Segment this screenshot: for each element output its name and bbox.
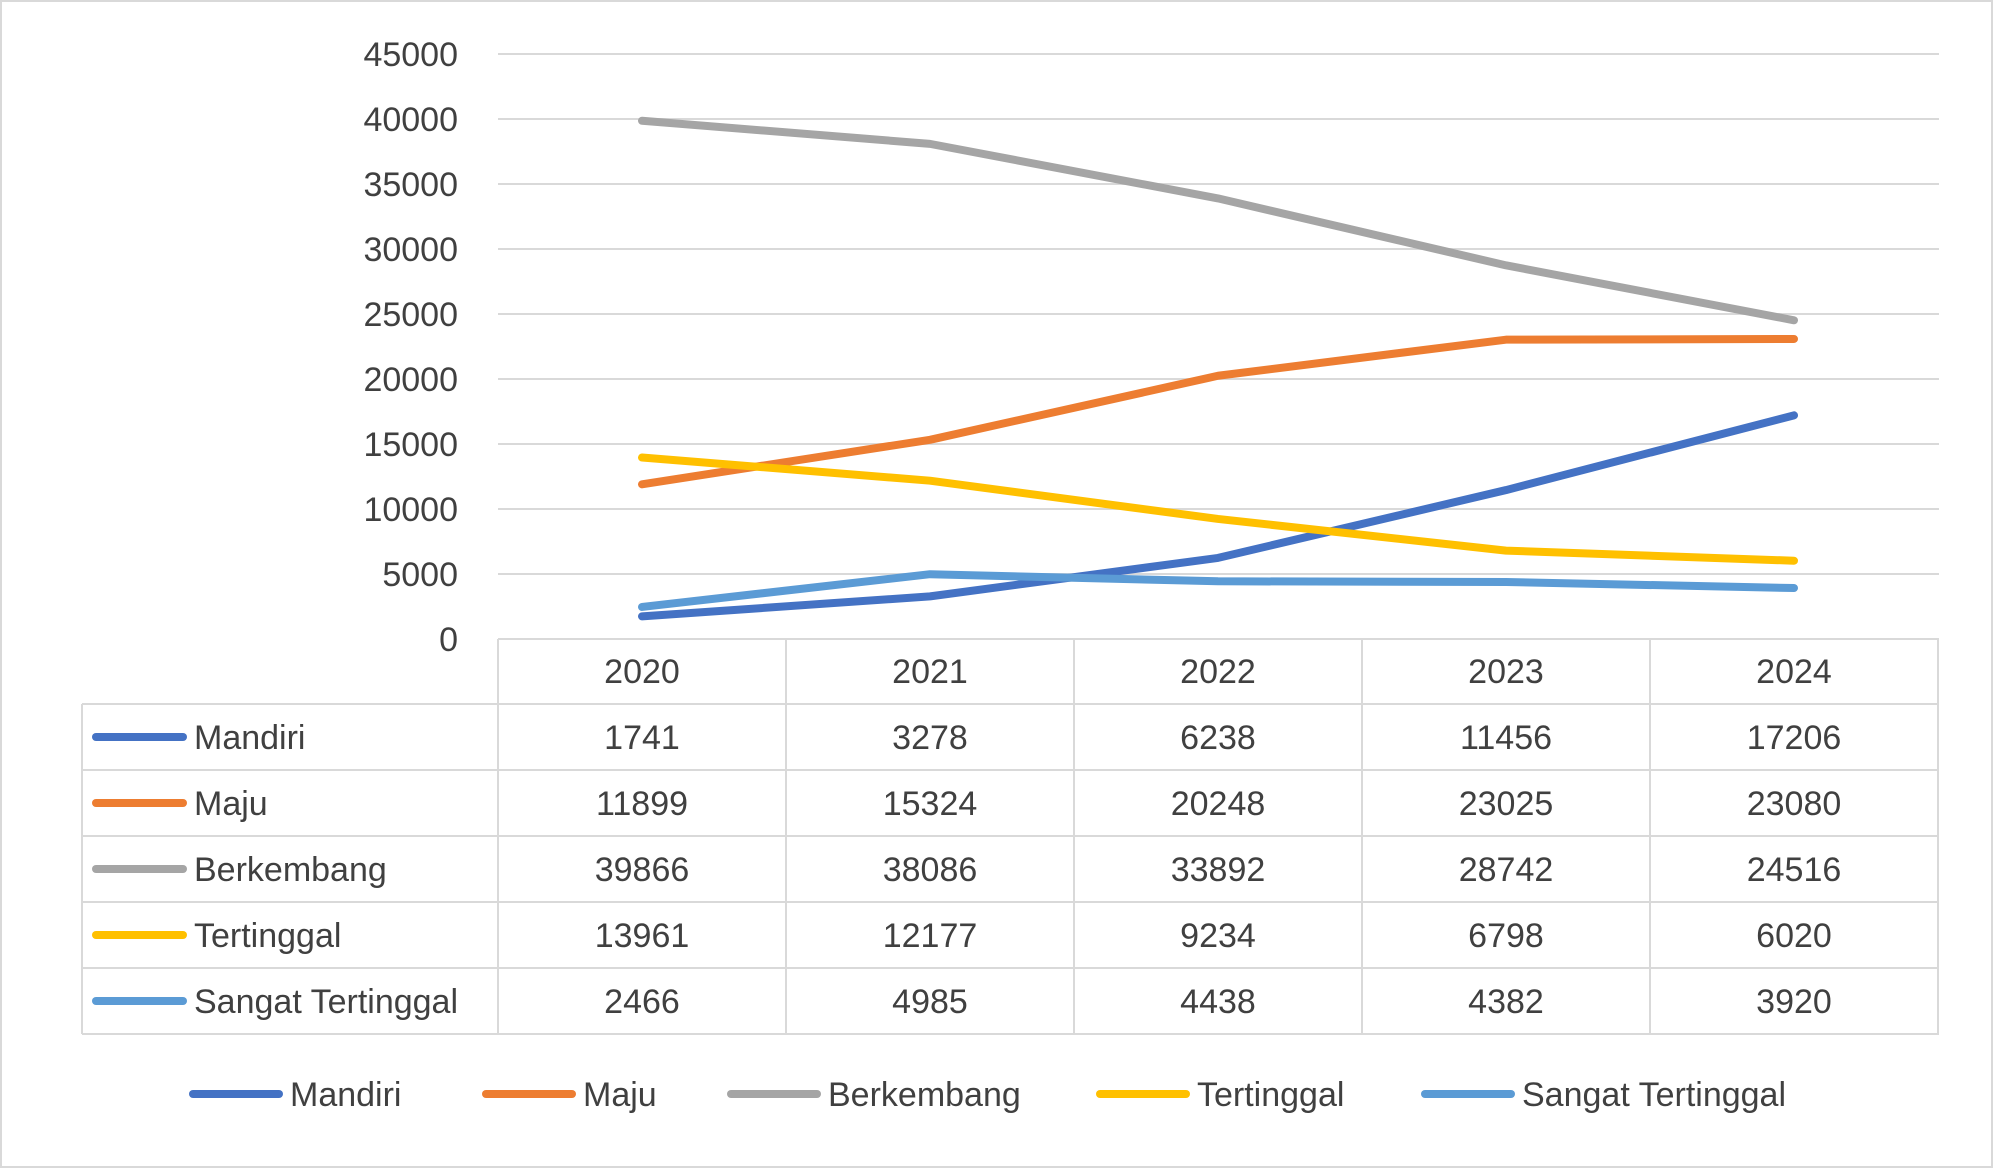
legend-label: Sangat Tertinggal bbox=[1522, 1076, 1786, 1114]
gridlines bbox=[498, 53, 1939, 575]
table-cell-value: 4382 bbox=[1468, 983, 1544, 1021]
y-axis: 0 5000 10000 15000 20000 25000 30000 35000 40000… bbox=[363, 36, 458, 659]
x-tick-label: 2020 bbox=[604, 653, 680, 691]
legend-label: Tertinggal bbox=[1197, 1076, 1344, 1114]
y-tick-label: 45000 bbox=[363, 36, 458, 74]
y-tick-label: 30000 bbox=[363, 231, 458, 269]
table-cell-value: 4438 bbox=[1180, 983, 1256, 1021]
table-cell-value: 12177 bbox=[883, 917, 978, 955]
y-tick-label: 0 bbox=[439, 621, 458, 659]
series-line-4 bbox=[638, 570, 1798, 611]
table-cell-value: 23080 bbox=[1747, 785, 1842, 823]
legend: Mandiri Maju Berkembang Tertinggal Sangat Te… bbox=[189, 1076, 1786, 1114]
x-tick-label: 2022 bbox=[1180, 653, 1256, 691]
legend-label: Maju bbox=[583, 1076, 657, 1114]
table-cell-value: 33892 bbox=[1171, 851, 1266, 889]
table-row-label: Mandiri bbox=[194, 719, 305, 757]
legend-label: Mandiri bbox=[290, 1076, 401, 1114]
table-row-label: Tertinggal bbox=[194, 917, 341, 955]
y-tick-label: 40000 bbox=[363, 101, 458, 139]
table-cell-value: 39866 bbox=[595, 851, 690, 889]
table-cell-value: 20248 bbox=[1171, 785, 1266, 823]
plot-area bbox=[638, 116, 1798, 621]
table-cell-value: 23025 bbox=[1459, 785, 1554, 823]
x-tick-label: 2024 bbox=[1756, 653, 1832, 691]
y-tick-label: 35000 bbox=[363, 166, 458, 204]
y-tick-label: 15000 bbox=[363, 426, 458, 464]
table-cell-value: 38086 bbox=[883, 851, 978, 889]
table-row-label: Sangat Tertinggal bbox=[194, 983, 458, 1021]
table-cell-value: 9234 bbox=[1180, 917, 1256, 955]
legend-label: Berkembang bbox=[828, 1076, 1021, 1114]
table-cell-value: 24516 bbox=[1747, 851, 1842, 889]
table-cell-value: 17206 bbox=[1747, 719, 1842, 757]
table-cell-value: 13961 bbox=[595, 917, 690, 955]
table-cell-value: 6238 bbox=[1180, 719, 1256, 757]
data-table: 2020 2021 2022 2023 2024 Mandiri 1741 3278 6238 1… bbox=[81, 638, 1939, 1035]
table-cell-value: 1741 bbox=[604, 719, 680, 757]
table-cell-value: 28742 bbox=[1459, 851, 1554, 889]
table-cell-value: 11899 bbox=[596, 785, 688, 823]
x-tick-label: 2023 bbox=[1468, 653, 1544, 691]
table-row-label: Maju bbox=[194, 785, 268, 823]
y-tick-label: 20000 bbox=[363, 361, 458, 399]
table-cell-value: 6798 bbox=[1468, 917, 1544, 955]
y-tick-label: 5000 bbox=[382, 556, 458, 594]
series-line-0 bbox=[638, 411, 1798, 621]
series-line-3 bbox=[638, 453, 1798, 565]
series-line-1 bbox=[638, 334, 1798, 489]
table-cell-value: 4985 bbox=[892, 983, 968, 1021]
table-row-label: Berkembang bbox=[194, 851, 387, 889]
y-tick-label: 10000 bbox=[363, 491, 458, 529]
table-cell-value: 15324 bbox=[883, 785, 978, 823]
table-cell-value: 3278 bbox=[892, 719, 968, 757]
y-tick-label: 25000 bbox=[363, 296, 458, 334]
table-cell-value: 11456 bbox=[1460, 719, 1552, 757]
x-tick-label: 2021 bbox=[892, 653, 968, 691]
table-cell-value: 6020 bbox=[1756, 917, 1832, 955]
table-cell-value: 3920 bbox=[1756, 983, 1832, 1021]
table-cell-value: 2466 bbox=[604, 983, 680, 1021]
series-line-2 bbox=[638, 116, 1798, 325]
